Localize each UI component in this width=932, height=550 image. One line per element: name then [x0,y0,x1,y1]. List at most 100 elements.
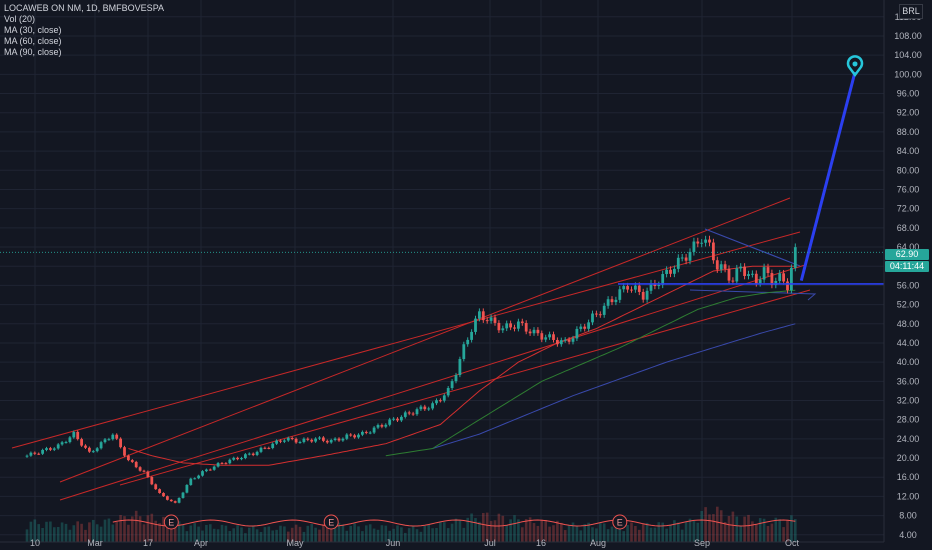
volume-bar [173,524,177,542]
volume-bar [271,530,274,542]
candle-body [614,299,618,303]
candle-body [524,323,528,332]
candle-body [766,267,770,274]
volume-bar [267,526,271,542]
candle-body [454,374,458,382]
candle-body [138,467,142,471]
volume-bar [700,511,703,542]
candle-body [333,438,337,441]
volume-bar [212,528,216,542]
price-axis-label: 12.00 [897,491,920,501]
candle-body [25,455,29,457]
volume-bar [419,531,423,542]
volume-bar [294,524,298,542]
candle-body [318,437,321,439]
candle-body [392,418,395,420]
currency-label[interactable]: BRL [899,4,923,19]
volume-bar [298,526,302,542]
trend-channel-line [59,197,791,483]
volume-bar [244,533,247,542]
volume-bar [146,515,150,542]
earnings-marker [323,514,339,530]
volume-bar [341,524,345,542]
candle-body [731,280,735,282]
candle-body [415,409,419,415]
candle-body [645,290,649,300]
volume-bar [509,519,512,542]
price-axis-label: 88.00 [897,127,920,137]
ma60-line [385,289,796,457]
candle-body [251,453,255,455]
time-axis-label: Mar [87,538,103,548]
volume-bar [255,529,259,542]
earnings-marker-label: E [617,518,623,528]
volume-bar [138,516,142,542]
time-axis-label: 17 [143,538,153,548]
volume-bar [727,516,731,542]
ma60-label: MA (60, close) [4,36,62,46]
volume-bar [166,518,169,542]
price-axis-label: 92.00 [897,108,920,118]
volume-bar [107,518,111,542]
candle-body [778,273,782,281]
volume-bar [41,527,44,542]
volume-bar [524,519,528,542]
volume-bar [786,519,789,542]
volume-bar [181,524,185,542]
candle-body [314,438,317,442]
time-axis-label: Jun [386,538,401,548]
price-axis-label: 80.00 [897,165,920,175]
candle-body [216,463,220,467]
volume-bar [470,513,473,542]
price-axis-label: 68.00 [897,223,920,233]
volume-bar [337,522,341,542]
volume-bar [361,531,364,542]
candle-body [228,459,232,464]
volume-bar [505,525,508,542]
candle-body [68,437,72,443]
candle-body [181,492,185,498]
volume-bar [388,530,391,542]
candle-body [598,314,602,316]
candle-body [400,416,403,421]
candle-body [462,344,466,360]
candle-body [782,273,785,282]
candle-body [532,329,536,334]
volume-bar [638,529,641,542]
trend-channel-line [11,231,801,449]
candle-body [743,266,746,276]
volume-bar [25,529,29,542]
candle-body [591,313,594,323]
candle-body [758,279,762,284]
volume-bar [177,521,181,542]
volume-bar [240,527,243,542]
candle-body [41,449,44,454]
earnings-marker-label: E [168,518,174,528]
volume-bar [329,528,333,542]
volume-bar [29,521,33,542]
volume-bar [134,510,138,542]
candle-body [571,338,575,342]
volume-bar [259,531,263,542]
candle-body [111,434,115,440]
volume-bar [762,518,766,542]
candle-body [372,427,376,433]
candle-body [610,299,614,303]
volume-bar [556,520,559,542]
volume-bar [575,525,579,542]
volume-bar [450,523,454,542]
volume-bar [290,527,294,542]
volume-bar [326,523,329,542]
candle-body [283,440,286,442]
candle-body [244,454,247,459]
candle-body [80,439,83,446]
volume-bar [540,519,544,542]
volume-bar [599,523,602,542]
candle-body [676,257,680,269]
volume-bar [423,526,427,542]
candle-body [279,440,282,442]
volume-bar [76,521,79,542]
candle-body [341,438,345,441]
volume-bar [677,522,680,542]
